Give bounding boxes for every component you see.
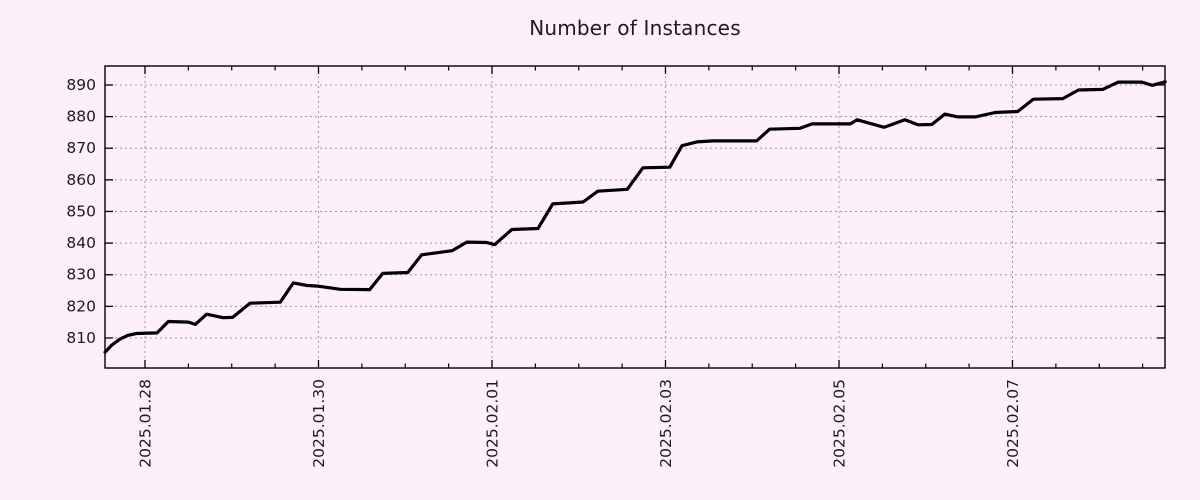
x-tick-label: 2025.01.28: [136, 379, 154, 468]
chart-title: Number of Instances: [529, 16, 741, 40]
y-tick-label: 830: [66, 266, 96, 284]
series-line-instances: [103, 80, 1167, 354]
x-tick-label: 2025.02.03: [657, 379, 675, 468]
y-tick-label: 840: [66, 234, 96, 252]
y-tick-label: 820: [66, 297, 96, 315]
y-tick-label: 870: [66, 139, 96, 157]
y-tick-label: 860: [66, 171, 96, 189]
y-tick-label: 880: [66, 108, 96, 126]
plot-border: [104, 65, 1166, 369]
x-tick-label: 2025.02.05: [830, 379, 848, 468]
y-tick-label: 890: [66, 76, 96, 94]
x-tick-label: 2025.02.01: [483, 379, 501, 468]
x-tick-label: 2025.01.30: [310, 379, 328, 468]
y-tick-label: 810: [66, 329, 96, 347]
y-tick-label: 850: [66, 202, 96, 220]
x-tick-label: 2025.02.07: [1004, 379, 1022, 468]
